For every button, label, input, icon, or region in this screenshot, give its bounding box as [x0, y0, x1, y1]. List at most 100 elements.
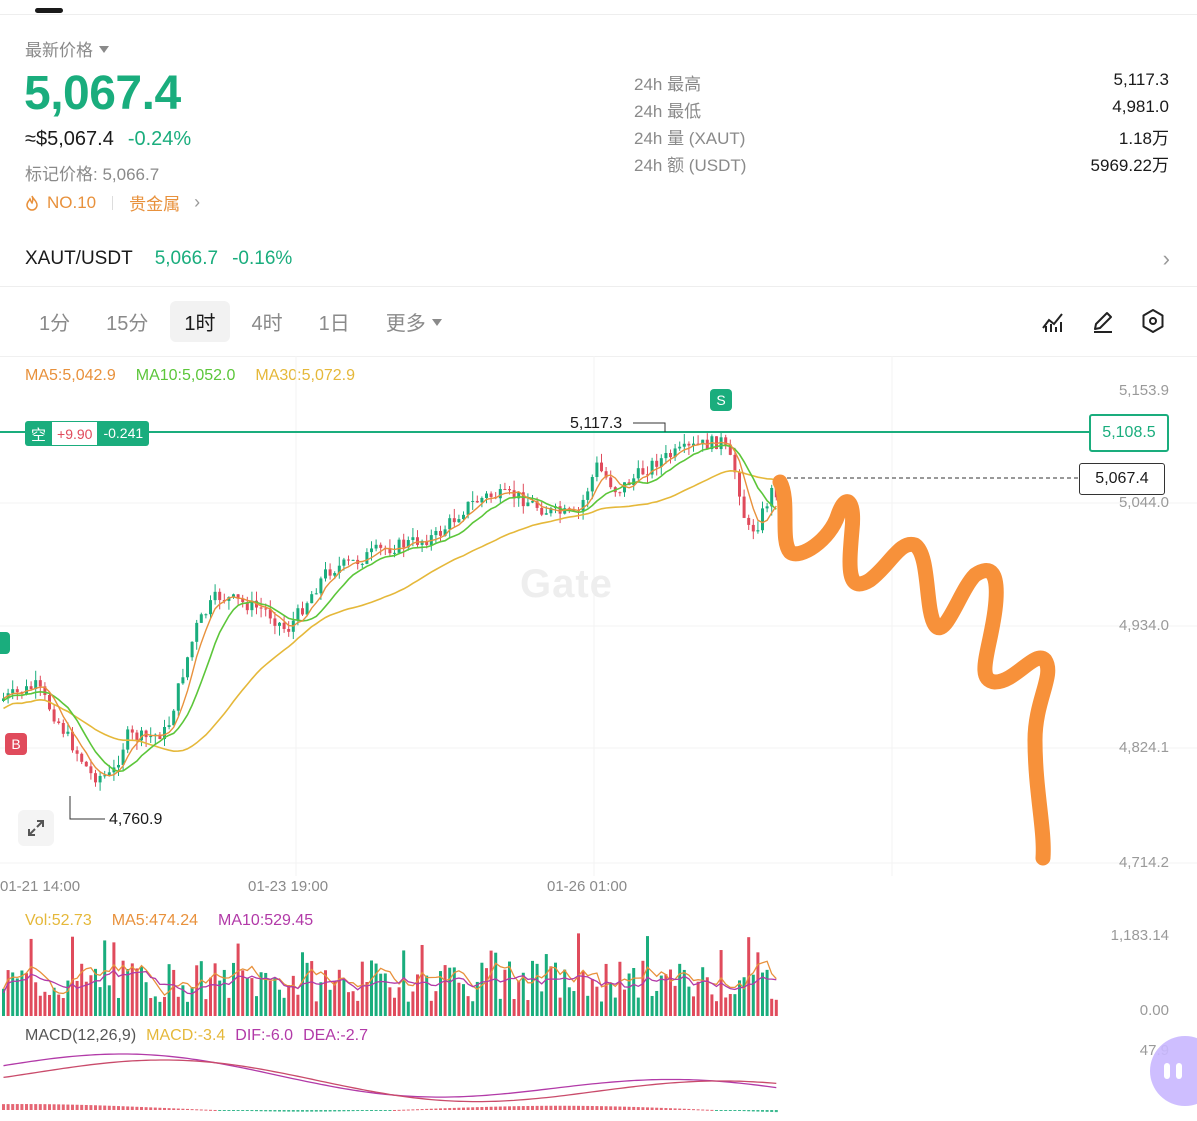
buy-marker[interactable]: B	[5, 733, 27, 755]
macd-bar	[186, 1108, 189, 1110]
macd-bar	[232, 1110, 235, 1111]
macd-bar	[264, 1110, 268, 1112]
macd-bar	[655, 1107, 659, 1110]
macd-bar	[370, 1110, 373, 1111]
macd-bar	[130, 1106, 134, 1110]
macd-bar	[153, 1107, 157, 1110]
candle-body	[370, 548, 373, 553]
volume-bar	[172, 969, 176, 1016]
macd-bar	[278, 1110, 281, 1112]
candle-body	[623, 482, 626, 493]
volume-bar	[728, 994, 732, 1016]
candle-body	[761, 508, 764, 531]
candle-body	[94, 773, 97, 783]
settings-hexagon-icon[interactable]	[1140, 308, 1166, 334]
candle-body	[43, 686, 47, 695]
volume-bar	[222, 969, 226, 1016]
macd-bar	[604, 1106, 608, 1110]
volume-bar	[623, 989, 626, 1016]
tab-15m[interactable]: 15分	[106, 313, 149, 335]
ma30-line	[3, 469, 777, 753]
volume-bar	[98, 987, 102, 1016]
volume-bar	[632, 967, 636, 1016]
macd-bar	[733, 1110, 737, 1111]
macd-bar	[57, 1104, 61, 1110]
position-tag[interactable]: 空 +9.90 -0.241	[25, 421, 150, 446]
macd-bar	[324, 1110, 327, 1112]
volume-bar	[107, 985, 111, 1016]
volume-bar	[163, 996, 166, 1016]
macd-bar	[282, 1110, 286, 1112]
candle-body	[80, 753, 84, 762]
low-label: 4,760.9	[109, 811, 163, 828]
draw-pen-icon[interactable]	[1090, 308, 1116, 334]
macd-bar	[420, 1109, 424, 1111]
volume-bar	[471, 1001, 475, 1016]
volume-bar	[25, 973, 28, 1016]
tab-1m[interactable]: 1分	[39, 313, 71, 335]
volume-bar	[742, 977, 746, 1016]
volume-bar	[61, 998, 65, 1016]
volume-bar	[250, 978, 254, 1016]
ma-legend: MA5:5,042.9 MA10:5,052.0 MA30:5,072.9	[25, 367, 355, 385]
candle-body	[641, 468, 645, 475]
volume-bar	[84, 981, 88, 1016]
volume-ma5: MA5:474.24	[111, 912, 199, 929]
candle-body	[471, 500, 475, 502]
candle-body	[347, 559, 350, 561]
pair-change: -0.16%	[232, 248, 293, 269]
candlestick-chart[interactable]	[0, 356, 1197, 876]
macd-value: MACD:-3.4	[146, 1027, 226, 1044]
sell-marker[interactable]: S	[710, 389, 732, 411]
candle-body	[360, 563, 364, 565]
tab-4h[interactable]: 4时	[251, 313, 283, 335]
candle-body	[29, 686, 33, 690]
tab-more[interactable]: 更多	[372, 301, 456, 342]
rank-row[interactable]: NO.10 贵金属 ›	[25, 190, 200, 215]
candle-body	[337, 565, 341, 574]
macd-bars	[2, 1104, 778, 1113]
volume-bar	[558, 997, 562, 1016]
macd-bar	[20, 1104, 24, 1110]
macd-bar	[66, 1104, 70, 1110]
volume-bar	[328, 989, 332, 1016]
candle-body	[209, 600, 212, 615]
spot-pair-row[interactable]: XAUT/USDT 5,066.7 -0.16% ›	[25, 246, 1170, 272]
candle-body	[747, 517, 751, 525]
ma10-value: MA10:5,052.0	[135, 367, 236, 384]
volume-bar	[673, 985, 677, 1016]
macd-bar	[172, 1108, 176, 1110]
volume-bar	[452, 967, 456, 1016]
tab-1h[interactable]: 1时	[170, 301, 230, 342]
macd-chart[interactable]	[0, 1020, 1197, 1121]
volume-chart[interactable]	[0, 900, 1197, 1020]
volume-bar	[337, 969, 341, 1016]
macd-bar	[48, 1104, 51, 1110]
volume-legend: Vol:52.73 MA5:474.24 MA10:529.45	[25, 912, 313, 930]
candle-body	[163, 727, 166, 739]
volume-bar	[604, 963, 608, 1016]
macd-bar	[678, 1108, 682, 1110]
candle-body	[669, 453, 672, 458]
candles	[2, 431, 778, 791]
low-marker-line	[69, 796, 105, 820]
volume-bar	[406, 1001, 410, 1016]
price-type-selector[interactable]: 最新价格	[25, 36, 109, 61]
macd-bar	[609, 1106, 613, 1110]
candle-body	[466, 501, 470, 515]
macd-bar	[443, 1108, 447, 1110]
active-tab-indicator	[35, 8, 63, 13]
macd-bar	[374, 1110, 378, 1111]
candle-body	[393, 552, 396, 554]
macd-bar	[383, 1110, 387, 1111]
expand-button[interactable]	[18, 810, 54, 846]
indicator-icon[interactable]	[1040, 308, 1066, 334]
candle-body	[199, 614, 203, 623]
macd-bar	[627, 1106, 631, 1110]
chart-divider	[0, 356, 1197, 357]
macd-bar	[135, 1106, 139, 1110]
tab-1d[interactable]: 1日	[318, 313, 350, 335]
position-line-price[interactable]: 5,108.5	[1089, 414, 1169, 452]
volume-bar	[167, 964, 171, 1016]
macd-bar	[2, 1104, 5, 1110]
